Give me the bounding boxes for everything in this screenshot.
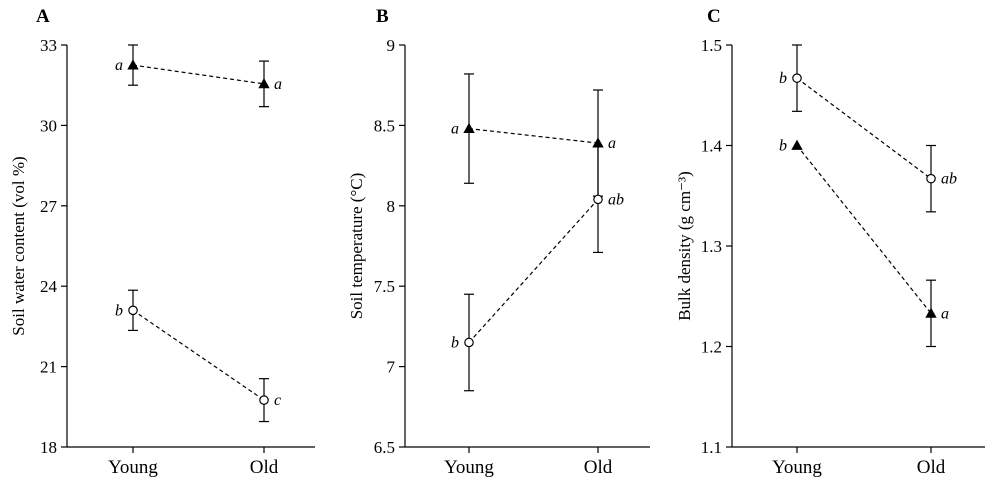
significance-letter: a [274,76,282,93]
series-open-circle: b ab [451,145,624,392]
panel-letter: A [36,6,50,27]
y-tick-label: 9 [387,36,396,55]
x-category-label: Old [584,457,613,478]
y-tick-label: 1.1 [701,438,722,457]
series-line [468,128,599,144]
x-category-label: Old [917,457,946,478]
y-tick-label: 8.5 [374,116,395,135]
y-tick-label: 8 [387,197,396,216]
panel-letter: C [707,6,721,27]
y-tick-label: 1.5 [701,36,722,55]
data-point-circle [259,395,269,405]
data-point-triangle [463,122,475,134]
significance-letter: a [115,57,123,74]
significance-letter: b [779,138,787,155]
significance-letter: a [451,121,459,138]
x-category-label: Young [108,457,158,478]
series-open-circle: b ab [779,44,957,213]
data-point-circle [593,194,603,205]
series-filled-triangle: aa [115,44,282,108]
data-point-circle [128,305,138,316]
data-point-triangle [127,59,139,70]
series-line [132,64,265,85]
series-line [796,77,932,180]
x-category-label: Young [772,457,822,478]
y-axis-title: Bulk density (g cm⁻³) [675,171,694,321]
significance-letter: a [941,305,949,322]
panel-B: B 6.5 7 7.5 8 8.5 9 Young Old Soil temperature (°… [347,6,650,478]
y-tick-label: 1.4 [701,137,723,156]
x-category-label: Young [444,457,494,478]
series-line [132,309,265,401]
significance-letter: ab [608,191,624,208]
y-axis-title: Soil water content (vol %) [9,156,28,335]
data-point-circle [792,73,802,83]
series-line [796,145,932,314]
data-point-circle [464,337,474,348]
x-category-label: Old [250,457,279,478]
significance-letter: c [274,392,281,409]
y-tick-label: 21 [40,358,57,377]
panel-letter: B [376,6,389,27]
significance-letter: ab [941,171,957,188]
y-tick-label: 18 [40,438,57,457]
y-tick-label: 6.5 [374,438,395,457]
significance-letter: b [779,70,787,87]
y-tick-label: 33 [40,36,57,55]
series-line [468,198,599,343]
y-tick-label: 30 [40,116,57,135]
series-filled-triangle: aa [451,73,616,197]
data-point-triangle [925,307,937,318]
y-tick-label: 7.5 [374,277,395,296]
series-open-circle: bc [115,289,281,423]
data-point-circle [926,173,936,184]
y-tick-label: 1.2 [701,338,722,357]
data-point-triangle [791,139,803,150]
y-axis-title: Soil temperature (°C) [347,173,366,320]
significance-letter: a [608,135,616,152]
y-tick-label: 24 [40,277,58,296]
data-point-triangle [258,78,270,89]
y-tick-label: 7 [387,358,396,377]
series-filled-triangle: ba [779,138,949,348]
y-tick-label: 1.3 [701,237,722,256]
panel-A: A 18 21 24 27 30 33 Young Old Soil water content … [9,6,315,478]
significance-letter: b [115,302,123,319]
panel-C: C 1.1 1.2 1.3 1.4 1.5 Young Old Bulk density (g … [675,6,985,478]
y-tick-label: 27 [40,197,58,216]
significance-letter: b [451,334,459,351]
